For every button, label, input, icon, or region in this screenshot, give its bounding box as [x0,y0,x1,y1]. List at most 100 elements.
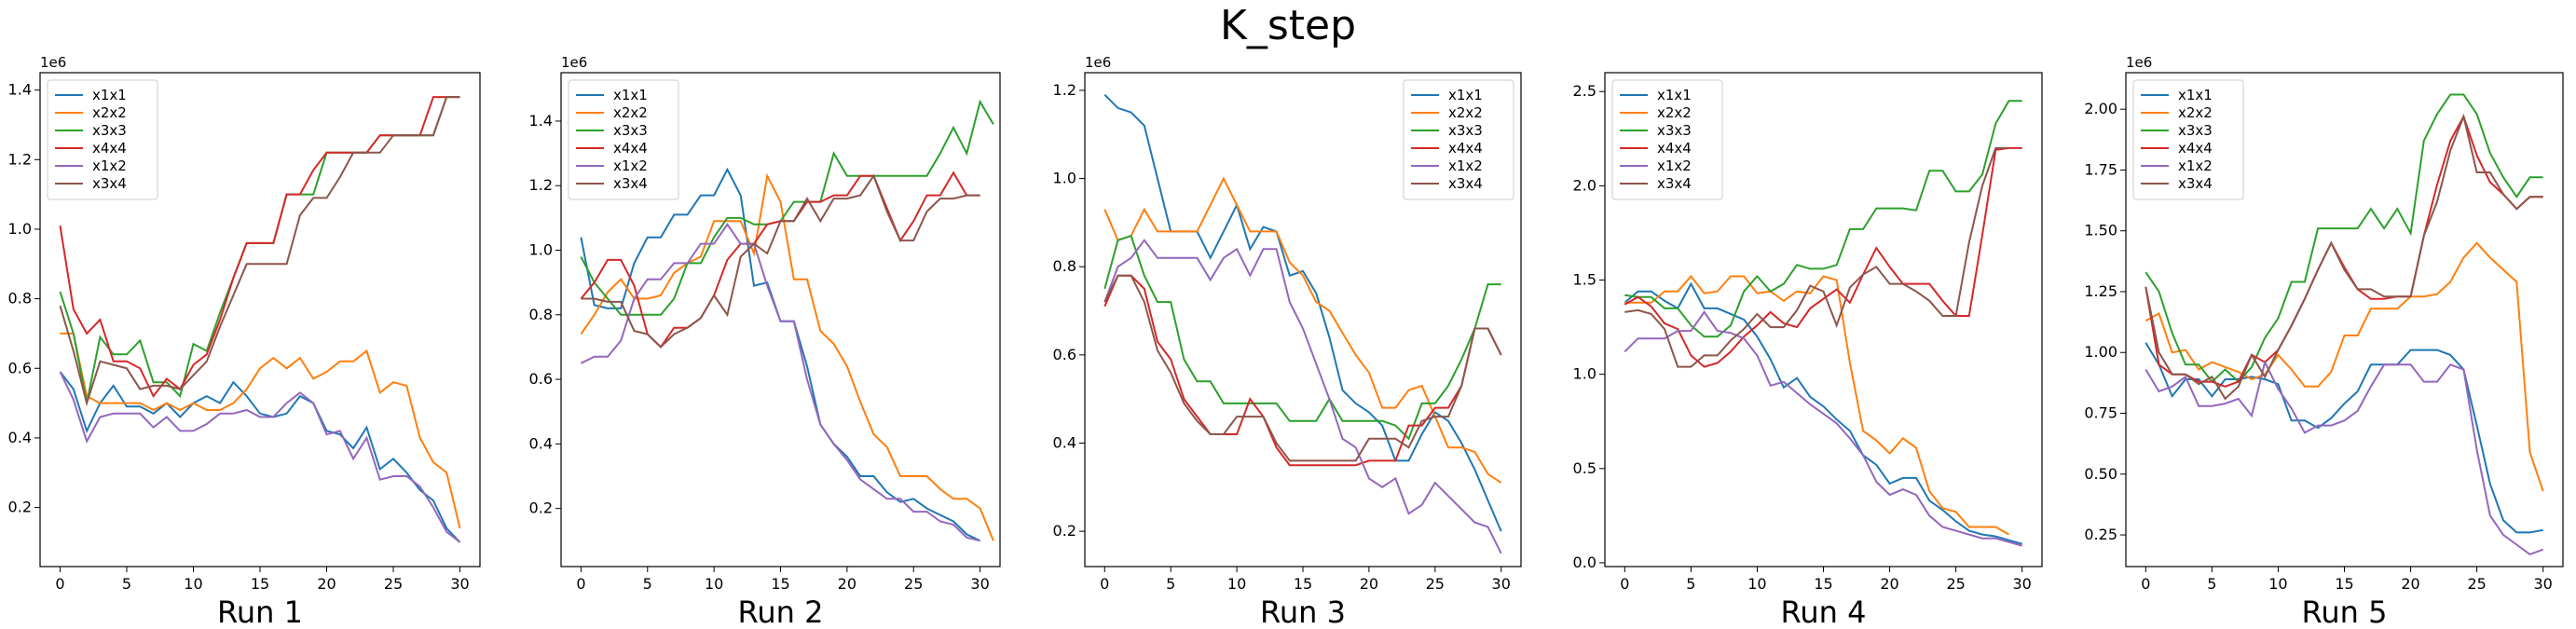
series-line-x3x3 [580,99,994,316]
x-tick-label: 25 [1426,575,1445,593]
y-tick-label: 1.0 [8,220,32,238]
subplot-run-5: 0 5 10 15 20 25 30 0.25 0.50 0.75 1.00 1.25 1.50 1.75… [2084,54,2564,629]
x-tick-label: 0 [2141,575,2150,593]
legend-entry: x1x2 [613,157,648,174]
y-tick-label: 0.2 [8,499,32,516]
legend-entry: x3x4 [1448,175,1483,192]
y-tick-label: 1.2 [8,150,32,168]
legend-entry: x3x4 [92,175,127,192]
legend-box [568,79,679,200]
y-tick-label: 0.75 [2084,404,2117,422]
y-tick-label: 1.0 [529,241,553,259]
legend-entry: x3x3 [92,122,127,139]
legend-entry: x1x2 [2178,157,2213,174]
legend-entry: x4x4 [1448,140,1483,157]
y-tick-label: 2.00 [2084,100,2117,117]
y-tick-label: 1.50 [2084,222,2117,239]
x-tick-label: 15 [771,575,789,593]
series-line-x3x3 [1624,100,2022,338]
y-tick-label: 1.2 [1053,81,1076,99]
axis-scale-label: 1e6 [40,54,66,71]
x-tick-label: 0 [1100,575,1109,593]
legend-entry: x3x3 [2178,122,2213,139]
y-tick-label: 1.0 [1573,365,1596,383]
legend-entry: x1x2 [1657,157,1692,174]
x-tick-label: 5 [1686,575,1695,593]
series-line-x2x2 [60,332,461,529]
y-tick-label: 0.8 [1053,257,1076,275]
series-line-x4x4 [1103,274,1502,467]
x-tick-label: 25 [904,575,923,593]
x-tick-label: 15 [1294,575,1312,593]
subplot-run-1: 0 5 10 15 20 25 30 0.2 0.4 0.6 0.8 1.0 1.2 1.4 1e6 Run … [8,54,481,629]
legend-box [47,79,158,200]
series-line-x4x4 [2144,114,2543,388]
legend-entry: x3x4 [613,175,648,192]
y-tick-label: 1.5 [1573,271,1596,289]
x-tick-label: 5 [1166,575,1175,593]
x-tick-label: 10 [2268,575,2287,593]
series-line-x1x2 [1624,310,2022,547]
y-tick-label: 0.4 [1053,434,1076,452]
x-tick-label: 10 [705,575,723,593]
x-tick-label: 0 [576,575,585,593]
x-axis-label: Run 3 [1260,595,1346,629]
legend-entry: x2x2 [1448,104,1483,121]
x-tick-label: 15 [251,575,269,593]
x-tick-label: 0 [55,575,64,593]
x-tick-label: 10 [1227,575,1246,593]
y-tick-label: 1.4 [529,112,553,130]
legend-entry: x2x2 [92,104,127,121]
x-tick-label: 25 [2467,575,2486,593]
x-tick-label: 30 [2534,575,2553,593]
legend-entry: x3x4 [2178,175,2213,192]
y-tick-label: 0.6 [1053,346,1076,363]
series-line-x2x2 [2144,241,2544,492]
legend-box [2132,79,2244,200]
legend-entry: x1x1 [1448,87,1483,103]
legend-entry: x1x1 [1657,87,1692,103]
x-tick-label: 20 [1880,575,1898,593]
legend-entry: x2x2 [1657,104,1692,121]
series-line-x1x2 [59,371,461,543]
series-line-x3x4 [2144,113,2543,401]
y-tick-label: 0.6 [529,370,553,388]
y-tick-label: 2.5 [1573,82,1596,100]
legend-entry: x4x4 [1657,140,1692,157]
y-tick-label: 1.4 [8,81,32,99]
series-line-x1x1 [59,371,461,543]
figure-title: K_step [1219,2,1357,49]
series-line-x2x2 [580,172,994,541]
x-tick-label: 10 [1747,575,1766,593]
x-tick-label: 20 [838,575,856,593]
y-tick-label: 0.50 [2084,465,2117,483]
y-tick-label: 1.25 [2084,282,2117,300]
series-line-x1x2 [2144,359,2544,556]
legend-entry: x1x1 [2178,87,2213,103]
series-line-x1x1 [2144,342,2543,534]
x-tick-label: 5 [122,575,131,593]
x-tick-label: 15 [1814,575,1832,593]
subplot-run-3: 0 5 10 15 20 25 30 0.2 0.4 0.6 0.8 1.0 1.2 1e6 Run 3 x1… [1053,54,1522,629]
series-line-x3x4 [581,173,980,349]
legend-entry: x3x3 [613,122,648,139]
y-tick-label: 0.4 [529,434,553,452]
legend-entry: x1x2 [92,157,127,174]
series-line-x1x1 [1624,281,2022,545]
legend-entry: x3x3 [1448,122,1483,139]
y-tick-label: 0.0 [1573,554,1596,571]
x-tick-label: 10 [184,575,202,593]
legend-entry: x4x4 [92,140,127,157]
legend-entry: x3x4 [1657,175,1692,192]
x-tick-label: 20 [317,575,336,593]
legend-entry: x1x2 [1448,157,1483,174]
x-axis-label: Run 2 [738,595,824,629]
y-tick-label: 0.4 [8,429,32,446]
legend-entry: x1x1 [613,87,648,103]
x-tick-label: 20 [1360,575,1378,593]
y-tick-label: 0.5 [1573,459,1596,477]
x-tick-label: 30 [2013,575,2032,593]
series-line-x3x3 [1103,234,1501,441]
